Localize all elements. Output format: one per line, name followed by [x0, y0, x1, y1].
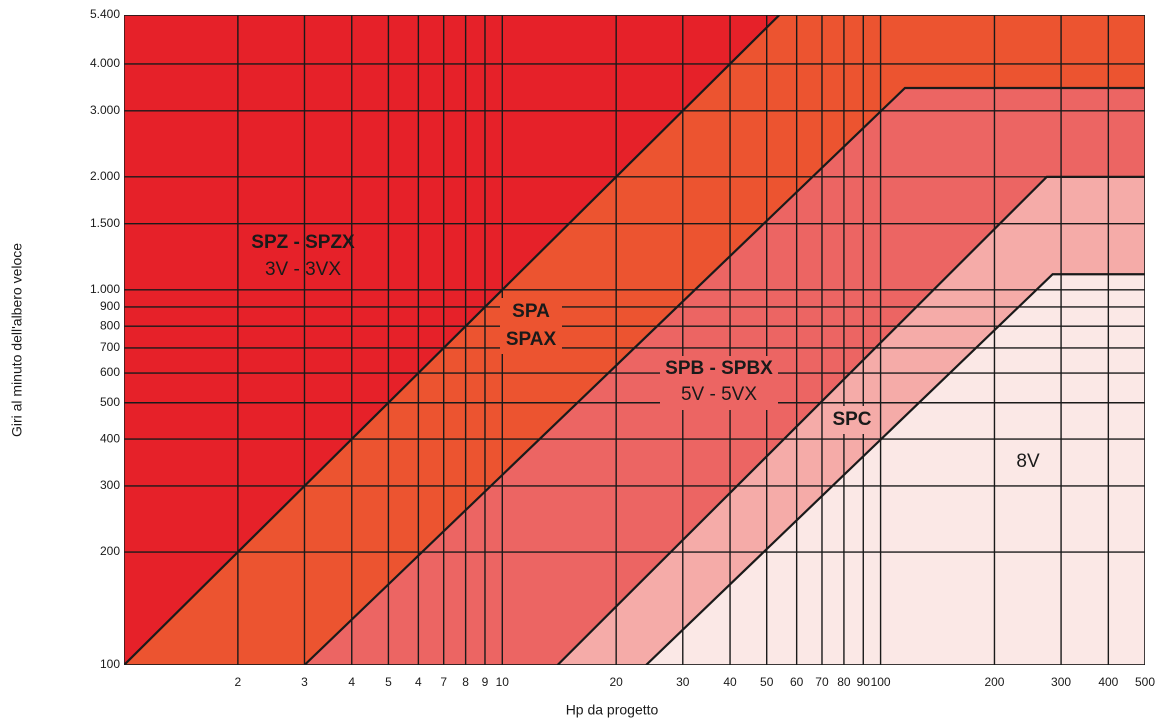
y-tick-label: 600	[100, 365, 120, 379]
y-tick-label: 5.400	[90, 7, 120, 21]
y-tick-label: 200	[100, 544, 120, 558]
y-tick-label: 500	[100, 395, 120, 409]
x-tick-label: 7	[440, 675, 447, 689]
x-tick-label: 2	[235, 675, 242, 689]
x-tick-label: 80	[837, 675, 851, 689]
y-tick-label: 1.000	[90, 282, 120, 296]
region-label: SPZ - SPZX	[251, 232, 355, 253]
x-tick-label: 500	[1135, 675, 1155, 689]
y-tick-label: 100	[100, 657, 120, 671]
boundary-line	[556, 175, 1145, 665]
labels: SPZ - SPZX 3V - 3VX SPA SPAX SPB - SPBX …	[9, 7, 1156, 718]
y-tick-label: 300	[100, 478, 120, 492]
label-box	[660, 356, 778, 410]
y-tick-label: 700	[100, 340, 120, 354]
label-box	[500, 298, 562, 354]
y-tick-label: 1.500	[90, 216, 120, 230]
x-tick-label: 90	[857, 675, 871, 689]
x-tick-label: 100	[871, 675, 891, 689]
x-tick-label: 50	[760, 675, 774, 689]
x-tick-label: 4	[348, 675, 355, 689]
y-axis-title: Giri al minuto dell'albero veloce	[9, 243, 25, 437]
boundary-line	[645, 273, 1145, 665]
x-tick-label: 40	[723, 675, 737, 689]
x-tick-label: 300	[1051, 675, 1071, 689]
region-sublabel: 3V - 3VX	[265, 259, 341, 280]
region-sublabel: 5V - 5VX	[681, 384, 757, 405]
x-tick-label: 60	[790, 675, 804, 689]
y-tick-label: 900	[100, 299, 120, 313]
region-label: SPA	[512, 301, 550, 322]
x-tick-label: 70	[815, 675, 829, 689]
x-tick-label: 3	[301, 675, 308, 689]
y-tick-label: 3.000	[90, 103, 120, 117]
y-tick-label: 800	[100, 318, 120, 332]
region-label: SPAX	[506, 329, 557, 350]
region-label: 8V	[1016, 451, 1040, 472]
region-label: SPC	[832, 409, 871, 430]
x-tick-label: 10	[496, 675, 510, 689]
label-box	[826, 406, 878, 434]
x-tick-label: 20	[609, 675, 623, 689]
x-axis-title: Hp da progetto	[566, 702, 659, 718]
x-tick-label: 9	[482, 675, 489, 689]
x-tick-label: 5	[385, 675, 392, 689]
x-tick-label: 200	[984, 675, 1004, 689]
x-tick-label: 400	[1098, 675, 1118, 689]
boundary-line	[124, 15, 781, 665]
y-tick-label: 400	[100, 431, 120, 445]
x-tick-label: 30	[676, 675, 690, 689]
plot-area	[124, 15, 1145, 665]
y-tick-label: 4.000	[90, 56, 120, 70]
boundary-line	[303, 86, 1145, 665]
y-tick-label: 2.000	[90, 169, 120, 183]
x-tick-label: 8	[462, 675, 469, 689]
x-tick-label: 4	[415, 675, 422, 689]
region-label: SPB - SPBX	[665, 358, 773, 379]
